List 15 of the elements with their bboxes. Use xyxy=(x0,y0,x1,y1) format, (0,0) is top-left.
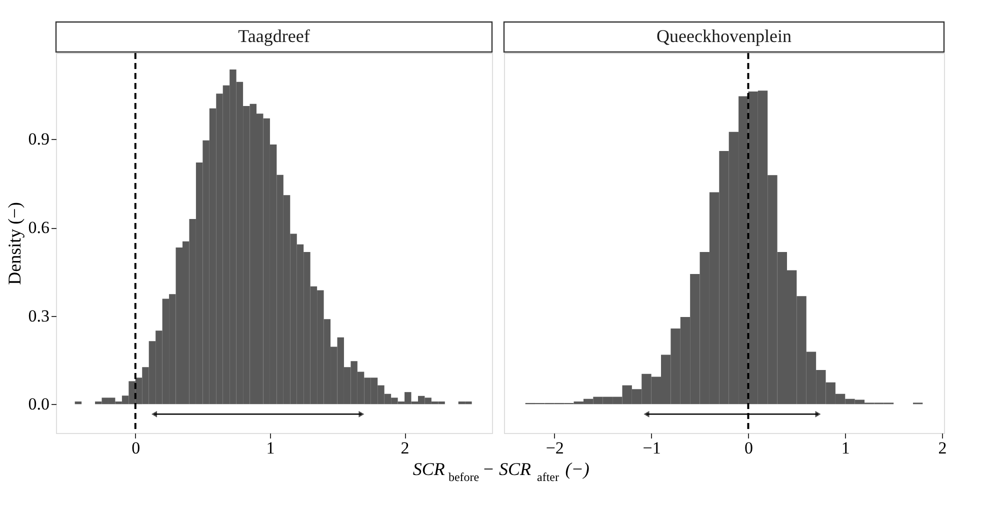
x-tick-label: −2 xyxy=(546,438,564,458)
y-tick-label: 0.0 xyxy=(28,394,50,414)
x-tick-label: 2 xyxy=(938,438,947,458)
x-tick-label: 0 xyxy=(744,438,753,458)
chart-title: Queeckhovenplein xyxy=(656,26,792,46)
y-tick-label: 0.6 xyxy=(28,218,50,238)
x-tick-label: −1 xyxy=(642,438,661,458)
y-tick-label: 0.9 xyxy=(28,130,50,149)
chart-title: Taagdreef xyxy=(238,26,310,46)
y-tick-label: 0.3 xyxy=(28,306,50,326)
x-tick-label: 0 xyxy=(132,438,140,458)
x-tick-label: 1 xyxy=(266,438,275,458)
x-tick-label: 2 xyxy=(400,438,410,458)
x-tick-label: 1 xyxy=(841,438,850,458)
y-axis-title: Density (−) xyxy=(4,202,24,285)
